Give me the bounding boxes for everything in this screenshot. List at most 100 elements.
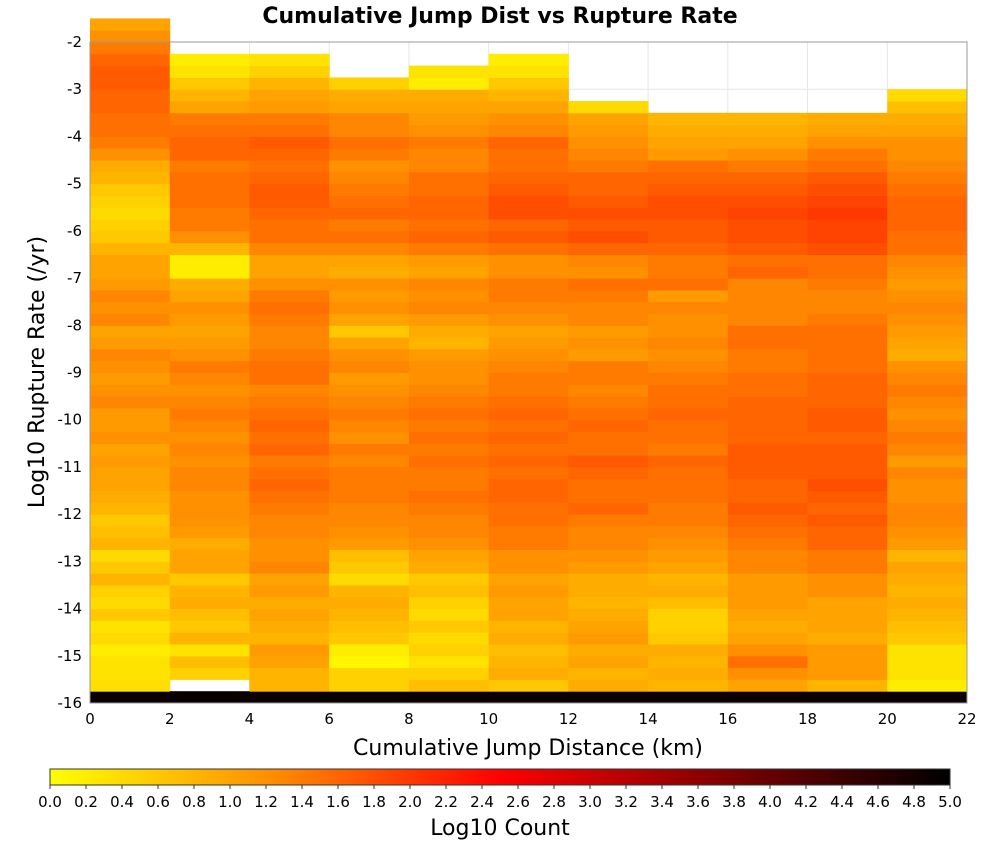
heatmap-cell (807, 643, 888, 657)
heatmap-cell (488, 466, 569, 480)
heatmap-cell (249, 431, 330, 444)
colorbar-tick-label: 4.2 (794, 793, 818, 811)
heatmap-cell (90, 478, 171, 492)
heatmap-cell (568, 549, 649, 562)
heatmap-cell (648, 502, 729, 515)
heatmap-cell (887, 148, 968, 161)
colorbar-tick-label: 2.2 (434, 793, 458, 811)
heatmap-cell (169, 608, 250, 621)
colorbar-tick-label: 1.4 (290, 793, 314, 811)
heatmap-cell (727, 667, 809, 680)
heatmap-cell (169, 372, 250, 385)
heatmap-cell (568, 360, 649, 373)
heatmap-cell (329, 514, 410, 527)
heatmap-cell (887, 313, 968, 326)
heatmap-cell (648, 655, 729, 669)
heatmap-cell (727, 171, 809, 185)
heatmap-cell (568, 266, 649, 279)
heatmap-cell (727, 514, 809, 527)
colorbar-tick-label: 2.8 (542, 793, 566, 811)
heatmap-cell (408, 691, 490, 704)
heatmap-cell (648, 242, 729, 255)
heatmap-cell (169, 466, 250, 480)
heatmap-cell (169, 561, 250, 574)
heatmap-cell (727, 313, 809, 326)
heatmap-cell (329, 101, 410, 114)
heatmap-cell (408, 65, 490, 78)
heatmap-cell (727, 396, 809, 409)
heatmap-cell (90, 490, 171, 503)
heatmap-cell (488, 514, 569, 527)
heatmap-cell (90, 407, 171, 421)
heatmap-cell (249, 195, 330, 208)
heatmap-cell (887, 537, 968, 551)
heatmap-cell (408, 443, 490, 456)
heatmap-cell (329, 667, 410, 680)
colorbar (49, 768, 951, 786)
heatmap-cell (648, 431, 729, 444)
heatmap-cell (169, 89, 250, 102)
heatmap-cell (887, 325, 968, 338)
heatmap-cell (169, 325, 250, 338)
heatmap-cell (329, 596, 410, 610)
heatmap-cell (329, 620, 410, 633)
heatmap-cell (329, 289, 410, 303)
heatmap-cell (648, 561, 729, 574)
heatmap-cell (648, 455, 729, 468)
heatmap-cell (249, 230, 330, 244)
heatmap-cell (568, 301, 649, 314)
heatmap-cell (329, 466, 410, 480)
heatmap-cell (727, 478, 809, 492)
heatmap-cell (648, 667, 729, 680)
heatmap-cell (408, 242, 490, 255)
heatmap-cell (568, 230, 649, 244)
colorbar-tick-label: 1.8 (362, 793, 386, 811)
heatmap-cell (568, 691, 649, 704)
heatmap-cell (329, 171, 410, 185)
heatmap-cell (727, 266, 809, 279)
heatmap-cell (807, 112, 888, 126)
heatmap-cell (807, 584, 888, 598)
heatmap-cell (807, 632, 888, 645)
heatmap-cell (169, 301, 250, 314)
heatmap-cell (727, 136, 809, 149)
heatmap-cell (169, 490, 250, 503)
heatmap-cell (887, 478, 968, 492)
heatmap-cell (249, 396, 330, 409)
heatmap-cell (249, 502, 330, 515)
heatmap-cell (90, 219, 171, 232)
heatmap-cell (90, 396, 171, 409)
colorbar-label: Log10 Count (430, 816, 570, 841)
heatmap-cell (727, 596, 809, 610)
heatmap-cell (488, 124, 569, 137)
y-tick-label: -2 (67, 33, 82, 51)
heatmap-cell (648, 490, 729, 503)
colorbar-tick-label: 1.0 (218, 793, 242, 811)
heatmap-cell (648, 596, 729, 610)
heatmap-cell (807, 207, 888, 220)
heatmap-cell (488, 278, 569, 291)
heatmap-cell (807, 679, 888, 692)
colorbar-tick-label: 0.4 (110, 793, 134, 811)
y-tick-label: -7 (67, 269, 82, 287)
heatmap-cell (807, 148, 888, 161)
heatmap-cell (90, 101, 171, 114)
heatmap-cell (568, 608, 649, 621)
heatmap-cell (90, 679, 171, 692)
heatmap-cell (727, 301, 809, 314)
heatmap-cell (169, 230, 250, 244)
heatmap-cell (488, 502, 569, 515)
heatmap-cell (329, 372, 410, 385)
heatmap-cell (488, 384, 569, 397)
heatmap-cell (727, 443, 809, 456)
heatmap-cell (249, 632, 330, 645)
heatmap-cell (169, 124, 250, 137)
heatmap-cell (887, 301, 968, 314)
heatmap-cell (887, 608, 968, 621)
heatmap-cell (648, 171, 729, 185)
y-axis-ticks: -2 -3 -4 -5 -6 -7 -8 -9 -10 -11 -12 -13 -14 -15 -16 (58, 33, 83, 712)
heatmap-cell (90, 514, 171, 527)
heatmap-cell (887, 443, 968, 456)
heatmap-cell (408, 289, 490, 303)
heatmap-cell (408, 407, 490, 421)
